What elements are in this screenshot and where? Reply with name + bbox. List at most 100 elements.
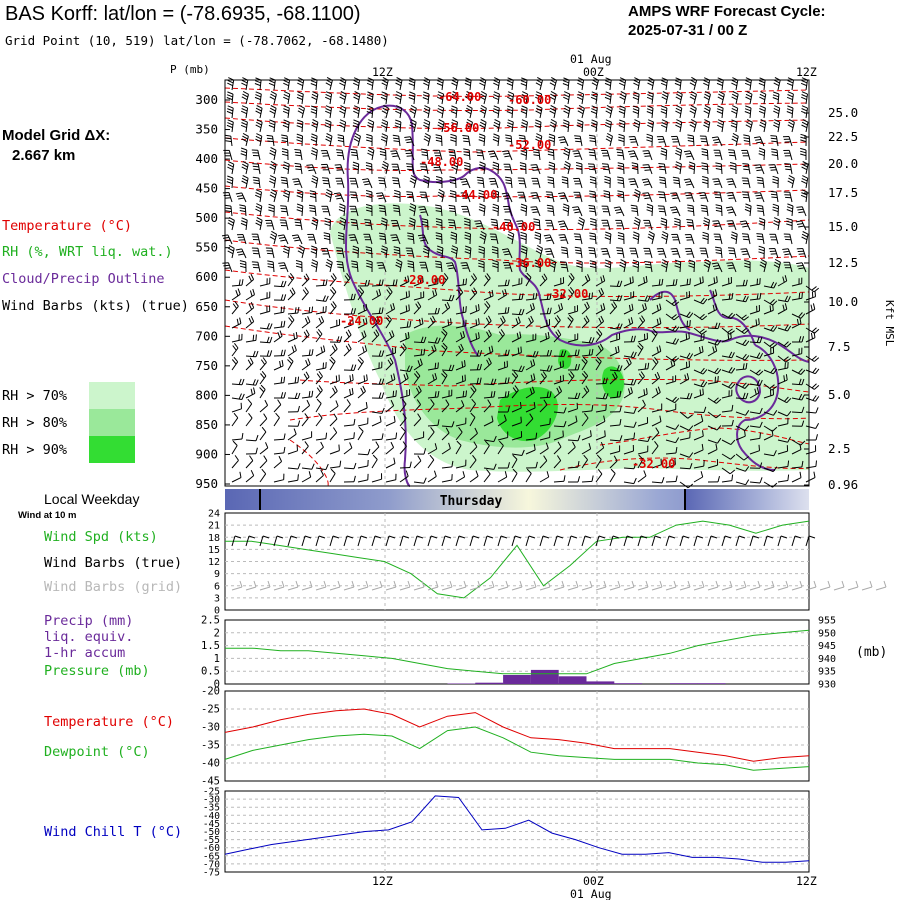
wind-barb <box>632 259 640 273</box>
wind-barb <box>273 473 285 483</box>
wind-barb <box>600 248 611 259</box>
wind-barb <box>744 259 751 273</box>
wind-barb <box>399 372 409 385</box>
wind-barb <box>255 118 263 133</box>
wind-barb <box>805 445 817 455</box>
wind-barb <box>497 391 510 399</box>
wind-barb <box>619 259 627 273</box>
wind-barb-true <box>623 535 634 547</box>
wind-barb <box>441 442 451 455</box>
wind-barb-grid <box>707 580 719 591</box>
wind-barb <box>413 431 425 441</box>
wind-barb <box>404 136 415 147</box>
wind-barb <box>525 443 536 455</box>
wind-barb <box>637 332 648 343</box>
temperature-label: -40.00 <box>492 220 535 234</box>
wind-barb <box>735 430 746 441</box>
wind-barb <box>546 204 555 217</box>
panel-frame <box>224 690 810 782</box>
wind-barb <box>721 367 736 374</box>
wind-barb <box>539 371 547 385</box>
wind-barb <box>259 305 271 315</box>
wind-barb <box>273 399 282 413</box>
wind-barb <box>446 262 457 273</box>
wind-barb <box>371 392 385 399</box>
wind-barb <box>549 90 557 105</box>
wind-barb <box>511 365 525 373</box>
wind-barb <box>339 105 347 119</box>
wind-barb-grid <box>371 580 383 591</box>
wind-barb <box>365 204 373 217</box>
wind-barb <box>641 178 653 189</box>
wind-barb <box>320 150 331 161</box>
wind-barb <box>707 345 718 357</box>
wind-barb <box>773 119 781 133</box>
wind-barb <box>617 232 625 245</box>
wind-barb <box>693 313 708 321</box>
wind-barb <box>674 147 683 161</box>
wind-barb <box>801 175 809 189</box>
wind-barb <box>519 162 527 175</box>
wind-barb <box>553 475 566 483</box>
wind-barb <box>749 369 764 376</box>
wind-barb <box>675 105 683 119</box>
wind-barb <box>520 105 528 119</box>
wind-barb <box>535 105 543 119</box>
wind-barb <box>282 119 290 133</box>
wind-barb <box>558 192 569 203</box>
wind-barb <box>329 444 340 455</box>
precip-accum-label: 1-hr accum <box>44 645 126 661</box>
wind-barb <box>281 134 289 147</box>
wind-barb <box>796 248 807 259</box>
wind-barb <box>581 348 594 357</box>
wind-barb-grid <box>511 580 523 591</box>
wind-barb <box>525 401 536 413</box>
wind-barb-grid <box>469 580 481 591</box>
wind-barb <box>632 231 640 245</box>
wind-barb <box>665 375 677 385</box>
wind-barb <box>783 261 793 273</box>
wind-barb <box>637 342 644 357</box>
wind-barb <box>683 150 695 161</box>
wind-barb <box>465 104 473 119</box>
wind-barb <box>432 164 443 175</box>
wind-barb <box>525 432 538 441</box>
wind-barb <box>315 305 327 315</box>
wind-barb <box>693 430 704 441</box>
wind-barb <box>269 147 277 161</box>
wind-barb <box>240 119 248 133</box>
wind-barb <box>553 350 567 357</box>
wind-barb <box>581 454 589 469</box>
wind-barb <box>357 402 368 413</box>
wind-barb <box>805 407 819 414</box>
wind-barb <box>287 463 301 470</box>
wind-barb <box>581 430 592 441</box>
wind-barb <box>707 289 718 301</box>
temperature-label: -24.00 <box>340 314 383 328</box>
wind-barb <box>743 134 751 147</box>
wind-barb <box>792 336 805 343</box>
wind-barb <box>413 413 422 427</box>
wind-barb-grid <box>623 580 635 591</box>
wind-barb <box>441 399 450 413</box>
wind-barb <box>474 220 485 231</box>
wind-barb <box>245 302 255 315</box>
wind-barb <box>665 424 680 430</box>
wind-barb <box>365 190 373 203</box>
wind-barb <box>721 332 732 343</box>
wind-barb <box>367 147 375 161</box>
axis-tick-label: 18 <box>208 533 220 544</box>
wind-barb <box>301 273 310 287</box>
wind-barb <box>679 431 691 441</box>
wind-barb <box>712 220 723 231</box>
wind-barb <box>259 468 267 483</box>
pressure-tick-label: 650 <box>195 299 218 314</box>
wind-barb <box>385 441 395 455</box>
wind-barb <box>441 294 455 302</box>
wind-barb <box>679 452 694 458</box>
wind-barb <box>408 217 416 231</box>
wind-barb <box>521 91 529 105</box>
wind-barb <box>448 219 457 231</box>
wind-barb <box>749 444 760 455</box>
wind-barb <box>251 233 261 245</box>
